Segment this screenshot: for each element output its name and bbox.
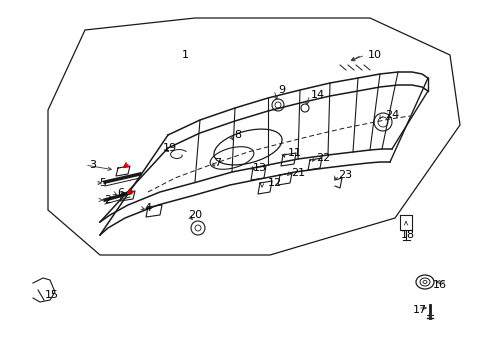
Text: 20: 20 (187, 210, 202, 220)
Text: 5: 5 (99, 178, 106, 188)
Text: 15: 15 (45, 290, 59, 300)
Text: 24: 24 (384, 110, 398, 120)
Text: 7: 7 (214, 158, 221, 168)
Text: 13: 13 (252, 163, 266, 173)
Text: 18: 18 (400, 230, 414, 240)
Text: 6: 6 (117, 188, 124, 198)
Text: 4: 4 (144, 203, 151, 213)
Text: 9: 9 (278, 85, 285, 95)
Text: 10: 10 (367, 50, 381, 60)
Text: 2: 2 (104, 195, 111, 205)
Text: 16: 16 (432, 280, 446, 290)
Text: 3: 3 (89, 160, 96, 170)
Text: 8: 8 (234, 130, 241, 140)
Text: 21: 21 (290, 168, 305, 178)
Text: 22: 22 (315, 153, 329, 163)
Text: 23: 23 (337, 170, 351, 180)
Text: 1: 1 (181, 50, 188, 60)
Text: 11: 11 (287, 148, 302, 158)
Text: 12: 12 (267, 178, 282, 188)
Text: 14: 14 (310, 90, 325, 100)
Text: 19: 19 (163, 143, 177, 153)
Text: 17: 17 (412, 305, 426, 315)
